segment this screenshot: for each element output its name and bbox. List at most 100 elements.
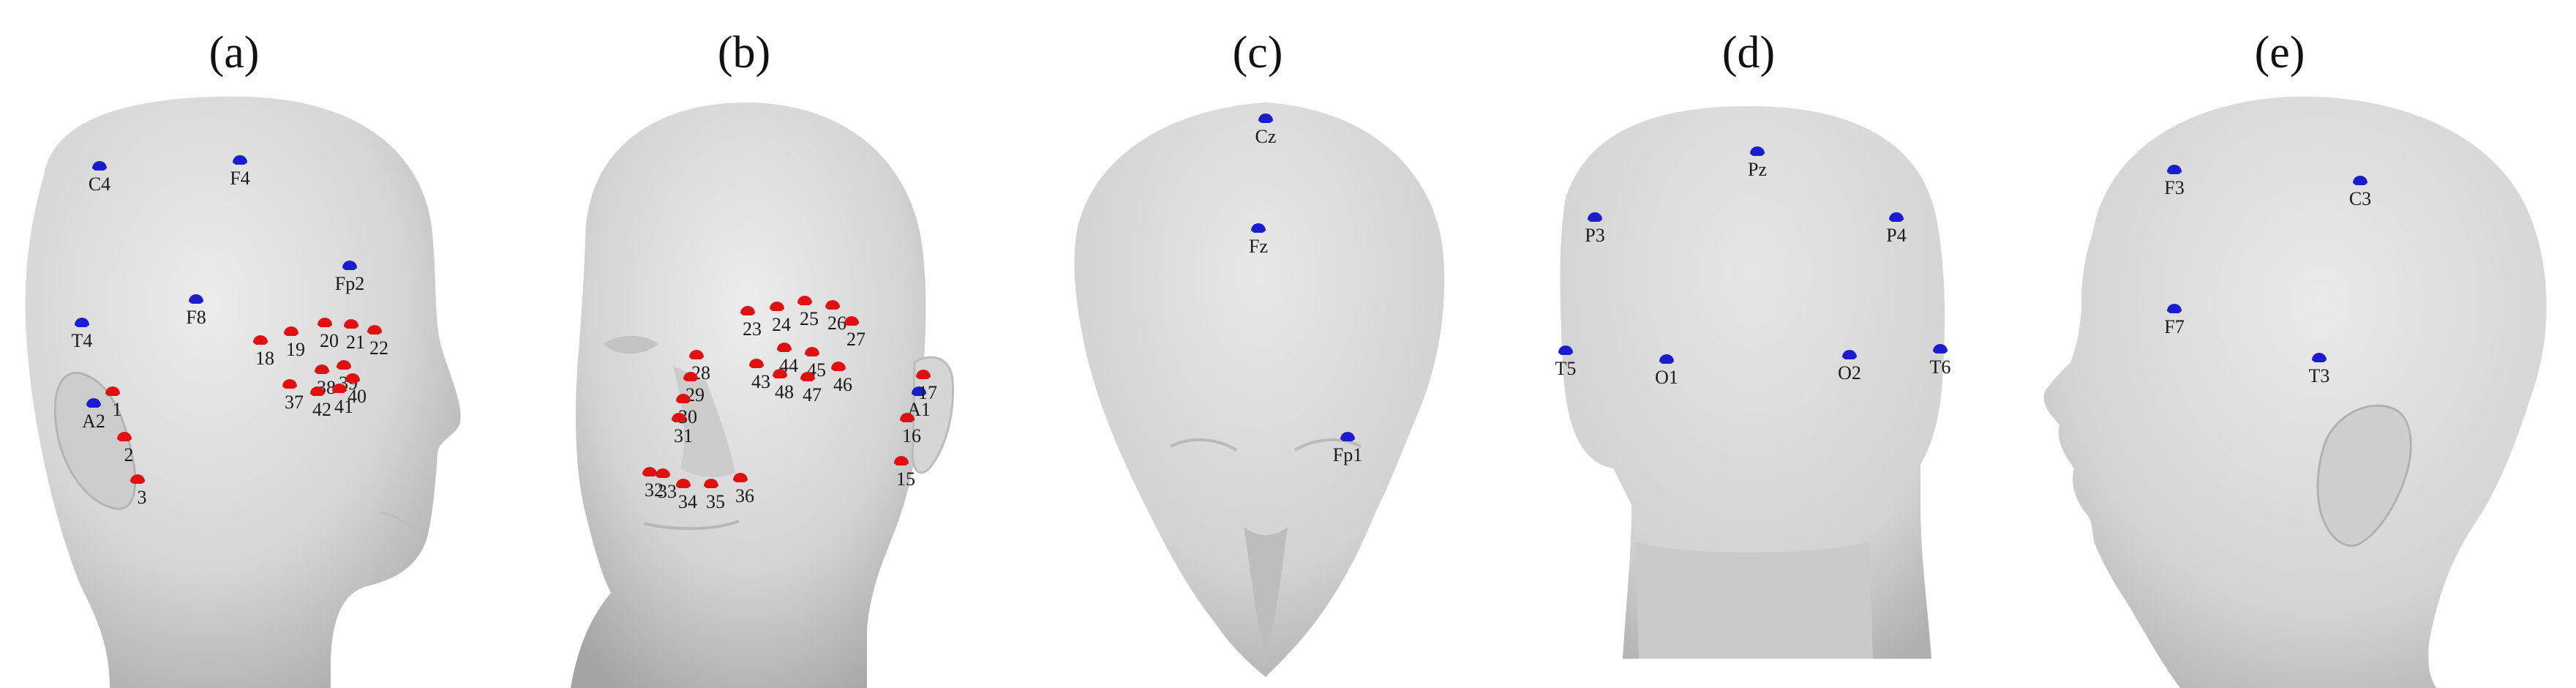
landmark-21-marker xyxy=(344,319,358,329)
panel-e-ear xyxy=(2316,404,2412,547)
electrode-pz-label: Pz xyxy=(1748,159,1767,180)
electrode-a2-label: A2 xyxy=(82,411,105,432)
landmark-24-label: 24 xyxy=(772,314,791,335)
landmark-23-marker xyxy=(740,306,755,315)
electrode-cz-marker xyxy=(1258,113,1273,123)
panel-b-mouth xyxy=(643,520,740,531)
electrode-fp2-marker xyxy=(342,261,357,270)
panel-b-right-ear xyxy=(911,356,954,474)
landmark-39-marker xyxy=(337,360,351,370)
landmark-33-marker xyxy=(656,468,670,478)
landmark-2-marker xyxy=(117,432,132,441)
panel-a-lips xyxy=(380,511,422,539)
landmark-42-label: 42 xyxy=(312,399,331,420)
electrode-o1-label: O1 xyxy=(1655,367,1678,388)
electrode-c3-label: C3 xyxy=(2349,188,2371,209)
landmark-37-marker xyxy=(282,379,297,389)
electrode-t6-marker xyxy=(1933,344,1948,354)
landmark-27-label: 27 xyxy=(846,329,865,350)
landmark-48-label: 48 xyxy=(775,381,794,403)
landmark-40-label: 40 xyxy=(348,386,367,407)
landmark-24-marker xyxy=(770,302,784,311)
electrode-t6-label: T6 xyxy=(1930,356,1951,378)
electrode-a1-marker xyxy=(912,386,926,396)
landmark-19-label: 19 xyxy=(286,339,305,360)
landmark-15-label: 15 xyxy=(896,468,915,490)
electrode-p4-label: P4 xyxy=(1886,225,1906,246)
landmark-21-label: 21 xyxy=(346,332,365,353)
electrode-pz-marker xyxy=(1750,146,1765,156)
panel-d-neck xyxy=(1635,542,1873,659)
landmark-18-label: 18 xyxy=(255,348,274,369)
landmark-20-marker xyxy=(318,318,332,327)
electrode-f3-label: F3 xyxy=(2164,177,2184,198)
landmark-22-marker xyxy=(367,325,382,334)
electrode-fp1-marker xyxy=(1340,432,1355,441)
landmark-15-marker xyxy=(894,456,909,465)
landmark-18-marker xyxy=(253,335,268,345)
landmark-46-marker xyxy=(831,362,846,371)
panel-e: (e) xyxy=(2043,28,2547,688)
landmark-20-label: 20 xyxy=(320,330,339,351)
landmark-25-label: 25 xyxy=(800,308,819,329)
panel-c-brow-right xyxy=(1293,438,1362,452)
landmark-45-marker xyxy=(805,347,819,356)
electrode-f7-label: F7 xyxy=(2164,316,2184,337)
electrode-p4-marker xyxy=(1889,212,1904,222)
electrode-f8-marker xyxy=(189,294,203,304)
panel-c-head xyxy=(1074,102,1445,677)
electrode-fz-marker xyxy=(1251,223,1266,233)
electrode-f4-marker xyxy=(233,155,247,165)
panel-c-brow-left xyxy=(1170,438,1238,452)
electrode-f3-marker xyxy=(2167,165,2182,174)
landmark-42-marker xyxy=(310,386,325,396)
landmark-31-marker xyxy=(672,413,686,422)
electrode-c4-marker xyxy=(92,161,107,171)
landmark-3-marker xyxy=(130,474,145,484)
panel-a-ear xyxy=(53,372,137,510)
landmark-17-marker xyxy=(916,370,931,379)
electrode-t3-label: T3 xyxy=(2309,365,2330,386)
landmark-44-marker xyxy=(777,343,792,352)
landmark-35-label: 35 xyxy=(706,491,725,512)
landmark-19-marker xyxy=(284,326,298,336)
panel-a-title: (a) xyxy=(209,28,260,78)
landmark-23-label: 23 xyxy=(743,318,762,340)
landmark-46-label: 46 xyxy=(833,374,852,395)
electrode-f7-marker xyxy=(2167,304,2182,313)
electrode-t5-marker xyxy=(1558,345,1573,355)
landmark-40-marker xyxy=(345,373,360,383)
electrode-fp1-label: Fp1 xyxy=(1333,444,1362,465)
electrode-cz-label: Cz xyxy=(1255,126,1277,147)
landmark-30-marker xyxy=(676,394,691,403)
landmark-47-label: 47 xyxy=(803,384,822,405)
landmark-2-label: 2 xyxy=(124,444,134,465)
landmark-43-marker xyxy=(749,359,764,368)
landmark-32-label: 32 xyxy=(645,479,664,501)
electrode-p3-marker xyxy=(1588,212,1602,222)
landmark-36-label: 36 xyxy=(735,485,754,506)
panel-a: (a) xyxy=(25,28,461,688)
landmark-27-marker xyxy=(844,316,859,326)
landmark-26-marker xyxy=(825,300,840,310)
electrode-o2-marker xyxy=(1842,350,1857,359)
landmark-34-label: 34 xyxy=(678,491,697,512)
landmark-3-label: 3 xyxy=(138,487,147,508)
panel-d-title: (d) xyxy=(1722,28,1775,78)
landmark-25-marker xyxy=(797,296,812,305)
panel-c-nose xyxy=(1244,527,1288,659)
electrode-c4-label: C4 xyxy=(89,173,110,195)
landmark-1-marker xyxy=(105,386,120,396)
panel-c: (c) xyxy=(1074,28,1445,677)
panel-b-head xyxy=(571,102,926,688)
electrode-f8-label: F8 xyxy=(186,307,206,328)
landmark-16-label: 16 xyxy=(902,425,921,446)
panel-b: (b) xyxy=(571,28,954,688)
electrode-p3-label: P3 xyxy=(1585,225,1604,246)
electrode-t3-marker xyxy=(2312,353,2327,362)
electrode-t4-marker xyxy=(75,318,89,327)
landmark-31-label: 31 xyxy=(674,425,693,446)
landmark-41-label: 41 xyxy=(334,396,353,417)
landmark-28-marker xyxy=(689,350,704,359)
